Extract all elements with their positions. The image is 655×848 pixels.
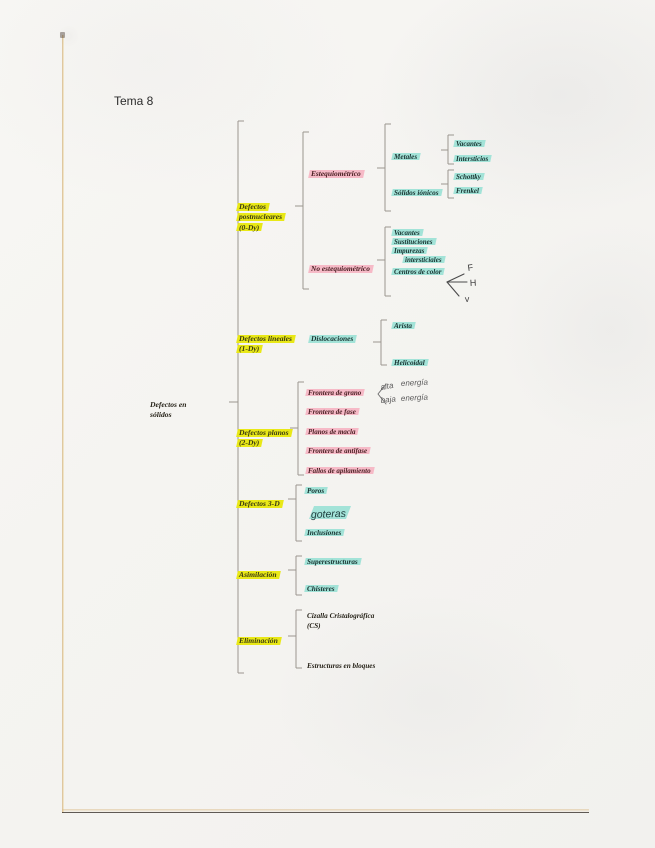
svg-text:energía: energía bbox=[401, 393, 429, 403]
svg-text:alta: alta bbox=[380, 381, 395, 392]
svg-text:goteras: goteras bbox=[311, 508, 347, 521]
svg-text:energía: energía bbox=[401, 378, 429, 388]
svg-text:F: F bbox=[467, 262, 474, 273]
svg-text:baja: baja bbox=[380, 394, 397, 405]
svg-text:H: H bbox=[470, 278, 477, 288]
svg-text:v: v bbox=[465, 294, 471, 304]
